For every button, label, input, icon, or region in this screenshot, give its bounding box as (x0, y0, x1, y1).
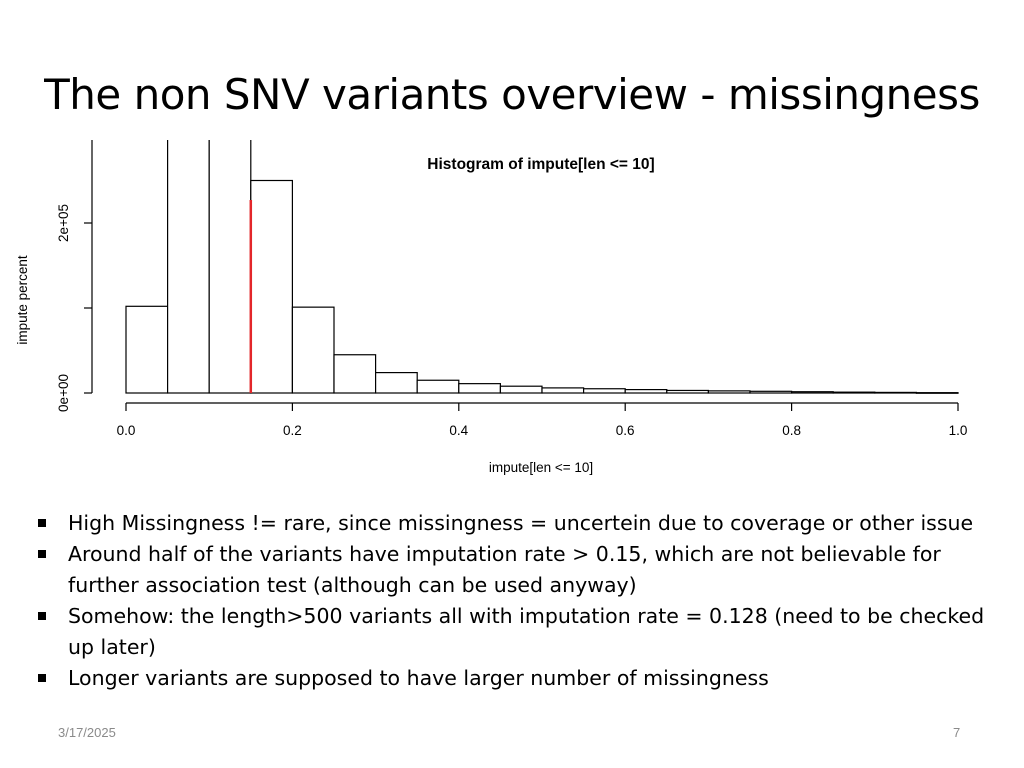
x-tick-label: 1.0 (949, 423, 968, 438)
histogram-bar (375, 372, 418, 394)
histogram-bar (582, 388, 626, 394)
x-axis-label: impute[len <= 10] (489, 460, 593, 475)
histogram-bar (541, 387, 585, 394)
histogram-bar (624, 389, 668, 394)
histogram-bar (749, 390, 793, 394)
chart-title: Histogram of impute[len <= 10] (427, 156, 654, 173)
x-tick-label: 0.8 (782, 423, 801, 438)
square-bullet-icon (38, 519, 46, 527)
slide-title: The non SNV variants overview - missingn… (44, 70, 980, 119)
y-tick-label: 0e+00 (56, 374, 71, 412)
histogram-bar (291, 306, 335, 394)
histogram-bar (416, 379, 460, 394)
histogram-bar (125, 305, 169, 394)
bullet-text: Longer variants are supposed to have lar… (68, 666, 769, 690)
x-tick-label: 0.0 (117, 423, 136, 438)
bullet-item: Longer variants are supposed to have lar… (36, 663, 996, 694)
histogram-bar (167, 140, 210, 394)
y-tick-label: 2e+05 (56, 204, 71, 242)
square-bullet-icon (38, 612, 46, 620)
x-tick-label: 0.6 (616, 423, 635, 438)
square-bullet-icon (38, 550, 46, 558)
histogram-bar (874, 391, 917, 394)
bullet-text: High Missingness != rare, since missingn… (68, 511, 974, 535)
bullet-item: Somehow: the length>500 variants all wit… (36, 601, 996, 663)
histogram-bar (790, 391, 834, 394)
square-bullet-icon (38, 674, 46, 682)
histogram-bar (208, 140, 252, 394)
histogram-bar (250, 179, 294, 394)
histogram-bar (707, 390, 751, 394)
y-axis-label: impute percent (15, 255, 30, 345)
x-tick-label: 0.4 (449, 423, 468, 438)
histogram-bar (666, 389, 709, 394)
x-tick-label: 0.2 (283, 423, 302, 438)
bullet-item: High Missingness != rare, since missingn… (36, 508, 996, 539)
histogram-bar (499, 385, 543, 394)
bullet-list: High Missingness != rare, since missingn… (36, 508, 996, 694)
histogram-bars (125, 140, 959, 394)
histogram-bar (333, 354, 377, 394)
footer-date: 3/17/2025 (58, 725, 116, 740)
histogram-bar (915, 392, 959, 394)
page-number: 7 (953, 725, 961, 740)
bullet-text: Somehow: the length>500 variants all wit… (68, 604, 985, 659)
histogram-bar (832, 391, 876, 394)
bullet-text: Around half of the variants have imputat… (68, 542, 941, 597)
x-axis: 0.0 0.2 0.4 0.6 0.8 1.0 (117, 402, 968, 438)
bullet-item: Around half of the variants have imputat… (36, 539, 996, 601)
histogram-chart: Histogram of impute[len <= 10] 0.0 0.2 0.4… (15, 140, 968, 475)
histogram-bar (458, 383, 501, 394)
